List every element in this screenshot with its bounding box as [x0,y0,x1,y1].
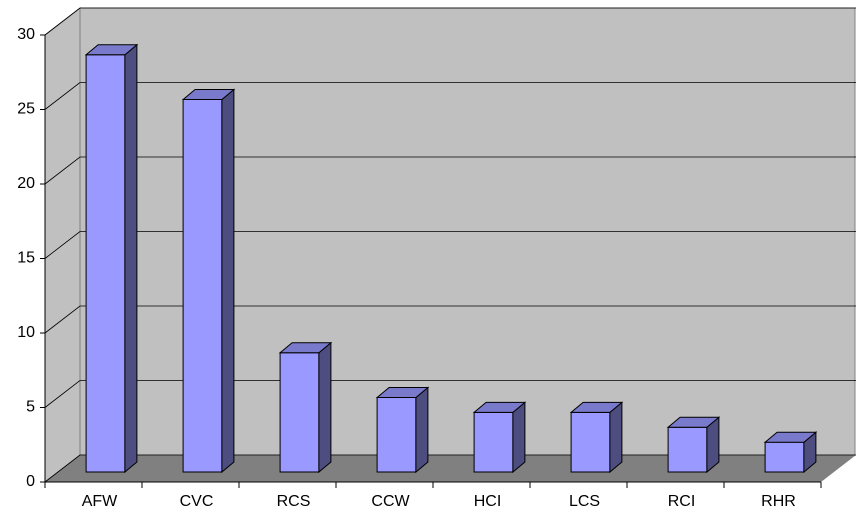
bar-front [182,99,223,473]
bar-side [512,401,526,474]
bar-top [472,401,527,413]
bar-front [473,411,514,473]
x-tick-label: HCI [474,493,502,510]
grid-line [44,231,856,259]
x-tick-label: AFW [82,493,118,510]
y-tick-label: 15 [17,250,35,267]
bar-top [569,401,624,413]
bar-side [415,386,429,474]
grid-line [44,305,856,334]
grid-line [44,380,856,408]
bar-top [84,44,139,56]
bar-front [279,352,320,473]
y-tick-label: 0 [26,473,35,490]
bar-front [764,441,805,473]
grid-line [44,82,856,110]
x-tick-label: RHR [761,493,796,510]
y-tick-label: 20 [17,175,35,192]
y-tick-label: 30 [17,26,35,43]
bar-side [221,88,235,474]
bar-front [570,411,611,473]
bar-side [124,43,138,474]
bar-front [667,426,708,473]
x-tick-label: LCS [569,493,600,510]
y-tick-label: 10 [17,324,35,341]
bar-top [278,342,333,354]
y-tick-label: 5 [26,399,35,416]
grid-line [44,7,856,36]
bar-side [609,401,623,474]
x-tick-label: RCI [668,493,696,510]
x-tick-label: RCS [277,493,311,510]
bar-top [375,387,430,398]
bar-top [763,431,818,443]
x-tick-label: CCW [371,493,410,510]
bar-top [666,416,721,428]
grid-line [44,156,856,185]
y-tick-label: 25 [17,101,35,118]
bar-top [181,89,236,100]
x-tick-label: CVC [180,493,214,510]
bar-side [318,341,332,474]
bar-front [376,397,417,473]
floor [45,455,856,482]
bar-front [85,54,126,473]
